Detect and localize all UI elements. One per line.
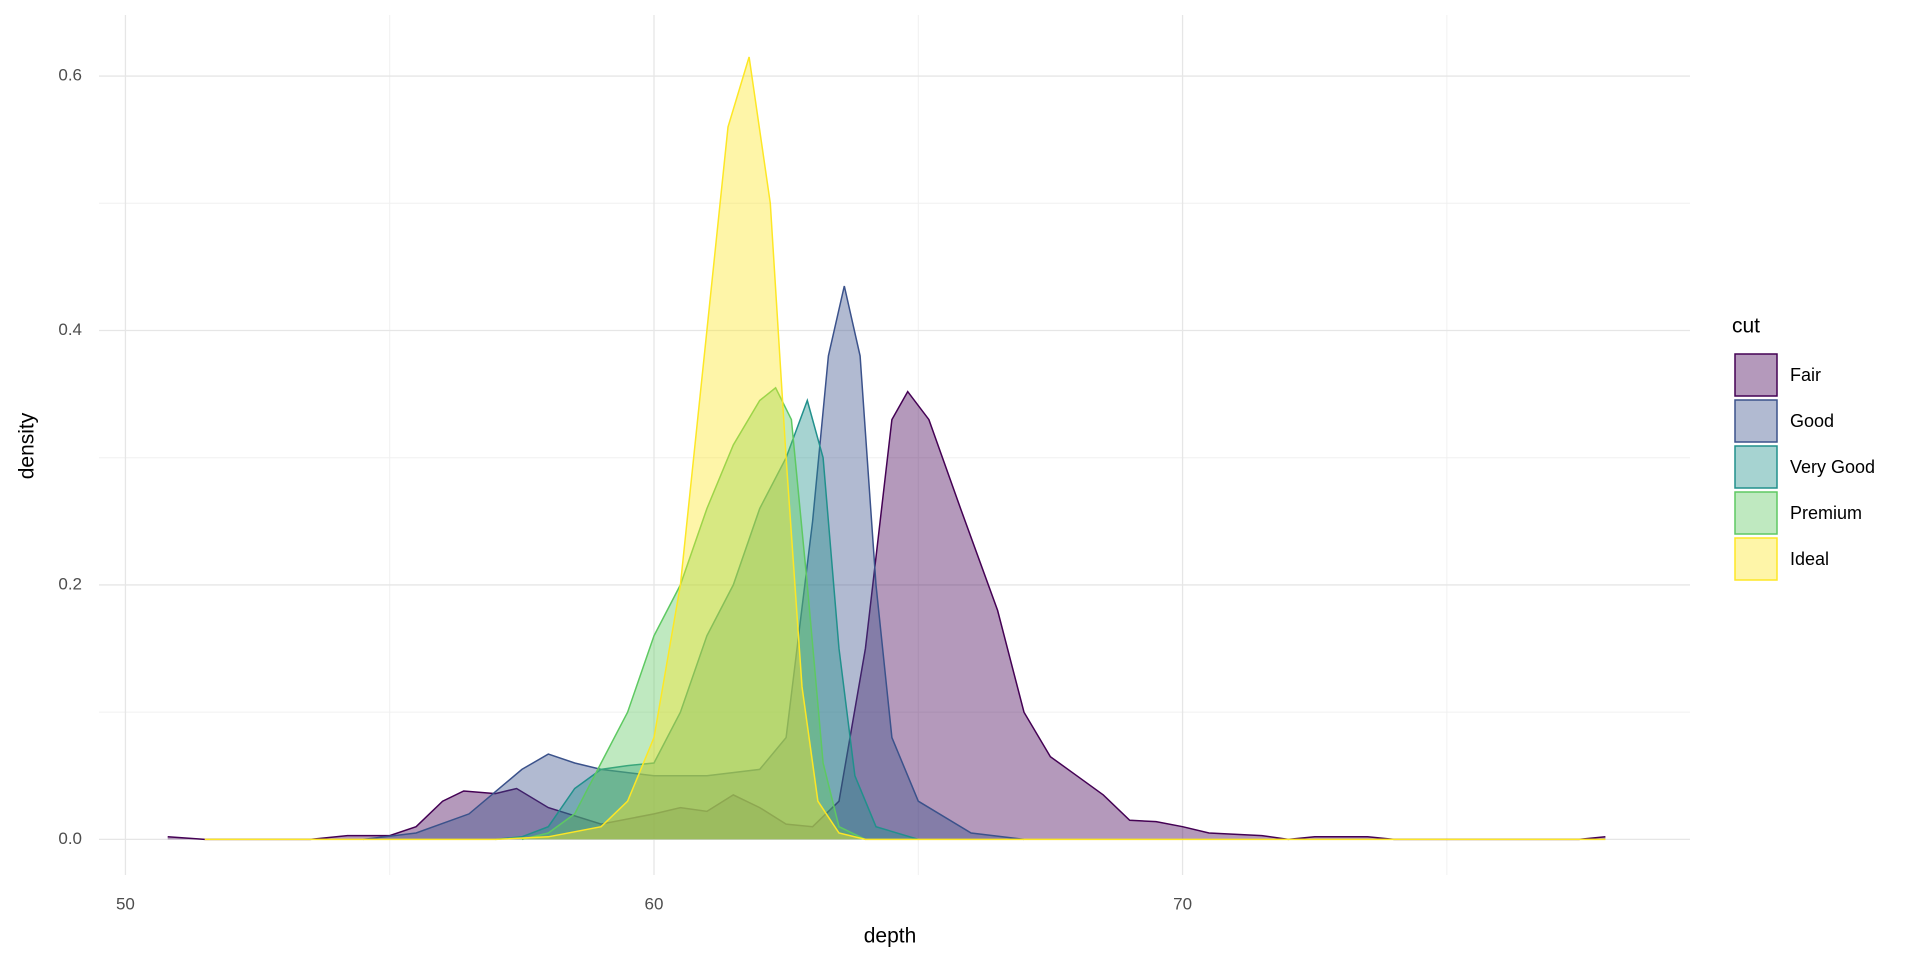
x-axis-title: depth [864,925,917,948]
density-area [167,391,1606,840]
density-line [363,285,1025,841]
y-tick-label: 0.6 [58,66,82,85]
legend-key [1734,445,1778,489]
density-area [363,286,1024,840]
y-tick-label: 0.2 [58,574,82,593]
legend-key [1734,491,1778,535]
x-tick-label: 70 [1173,894,1192,913]
legend-key [1734,491,1778,535]
legend-key [1734,537,1778,581]
legend-label: Ideal [1790,549,1829,569]
y-axis-title: density [16,412,39,479]
density-line [167,390,1606,841]
legend-key [1734,353,1778,397]
legend-label: Fair [1790,365,1821,385]
legend-key [1734,445,1778,489]
density-area [495,400,919,840]
density-line [495,398,919,841]
legend-key [1734,399,1778,443]
legend-key [1734,353,1778,397]
legend-label: Good [1790,411,1834,431]
x-tick-label: 50 [116,894,135,913]
y-tick-label: 0.0 [58,829,82,848]
legend-label: Very Good [1790,457,1875,477]
density-area [521,387,866,840]
density-line [521,386,866,841]
x-tick-label: 60 [645,894,664,913]
density-line [204,56,1606,841]
legend-title: cut [1732,315,1760,338]
legend-label: Premium [1790,503,1862,523]
legend-key [1734,399,1778,443]
legend-key [1734,537,1778,581]
y-tick-label: 0.4 [58,320,82,339]
